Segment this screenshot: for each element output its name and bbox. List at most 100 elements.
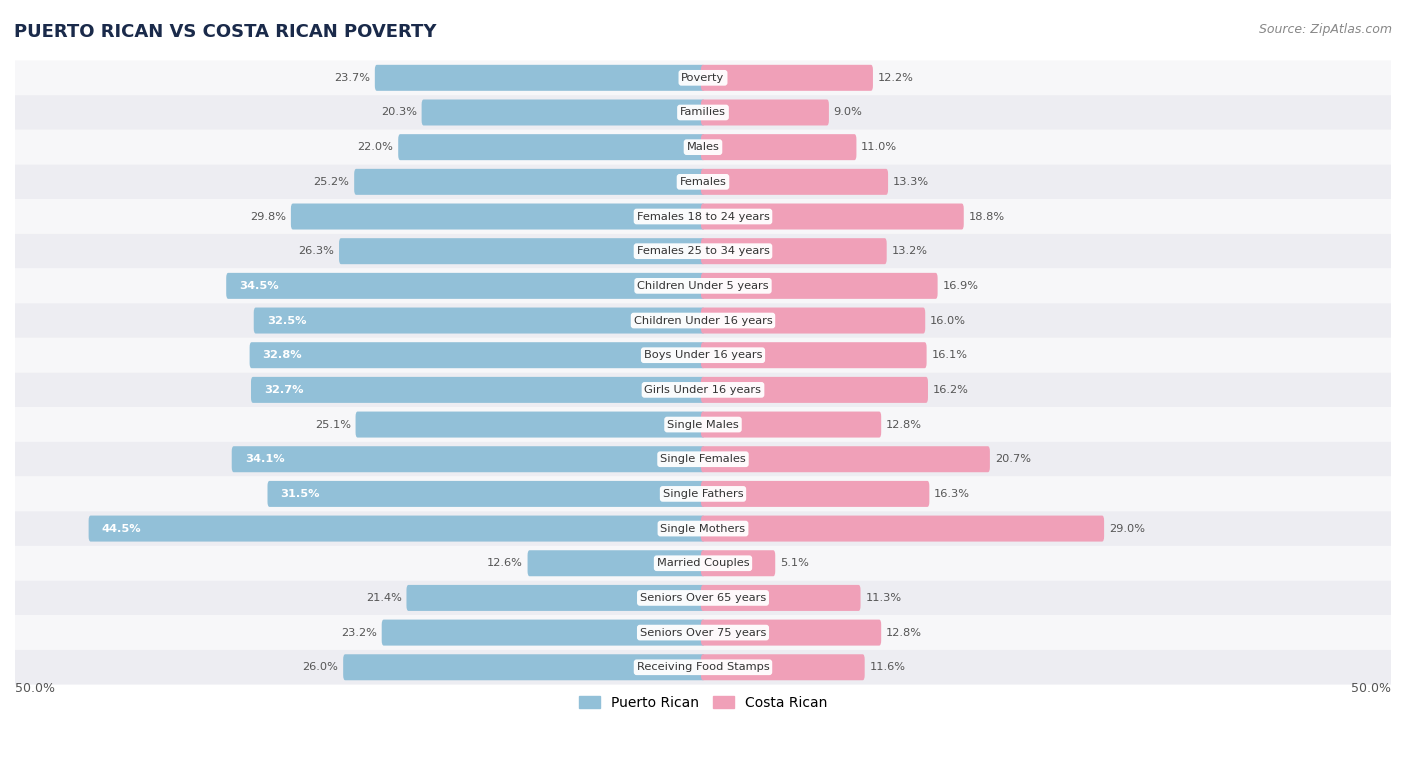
Text: 21.4%: 21.4% <box>366 593 402 603</box>
Text: 5.1%: 5.1% <box>780 558 808 568</box>
Text: Females 25 to 34 years: Females 25 to 34 years <box>637 246 769 256</box>
Text: Females 18 to 24 years: Females 18 to 24 years <box>637 211 769 221</box>
FancyBboxPatch shape <box>527 550 704 576</box>
FancyBboxPatch shape <box>15 96 1391 130</box>
Text: 11.6%: 11.6% <box>869 662 905 672</box>
Text: 34.1%: 34.1% <box>245 454 284 464</box>
Text: Males: Males <box>686 143 720 152</box>
Text: 50.0%: 50.0% <box>1351 682 1391 695</box>
Text: 29.8%: 29.8% <box>250 211 285 221</box>
FancyBboxPatch shape <box>343 654 704 680</box>
FancyBboxPatch shape <box>15 61 1391 96</box>
Text: 12.2%: 12.2% <box>877 73 914 83</box>
FancyBboxPatch shape <box>702 654 865 680</box>
Text: Children Under 5 years: Children Under 5 years <box>637 281 769 291</box>
FancyBboxPatch shape <box>89 515 704 541</box>
Text: 32.7%: 32.7% <box>264 385 304 395</box>
FancyBboxPatch shape <box>291 203 704 230</box>
FancyBboxPatch shape <box>702 515 1104 541</box>
FancyBboxPatch shape <box>232 446 704 472</box>
Text: 16.9%: 16.9% <box>942 281 979 291</box>
FancyBboxPatch shape <box>267 481 704 507</box>
Text: Married Couples: Married Couples <box>657 558 749 568</box>
Text: 16.0%: 16.0% <box>929 315 966 325</box>
Text: Seniors Over 65 years: Seniors Over 65 years <box>640 593 766 603</box>
FancyBboxPatch shape <box>406 585 704 611</box>
Text: Source: ZipAtlas.com: Source: ZipAtlas.com <box>1258 23 1392 36</box>
FancyBboxPatch shape <box>702 65 873 91</box>
FancyBboxPatch shape <box>702 308 925 334</box>
FancyBboxPatch shape <box>253 308 704 334</box>
FancyBboxPatch shape <box>422 99 704 126</box>
Text: 29.0%: 29.0% <box>1109 524 1144 534</box>
FancyBboxPatch shape <box>15 199 1391 234</box>
FancyBboxPatch shape <box>702 342 927 368</box>
FancyBboxPatch shape <box>702 377 928 403</box>
Text: Single Males: Single Males <box>666 419 740 430</box>
Text: 11.0%: 11.0% <box>862 143 897 152</box>
Text: 26.3%: 26.3% <box>298 246 335 256</box>
Text: 13.2%: 13.2% <box>891 246 928 256</box>
Text: 32.5%: 32.5% <box>267 315 307 325</box>
FancyBboxPatch shape <box>702 585 860 611</box>
Text: 25.2%: 25.2% <box>314 177 349 186</box>
FancyBboxPatch shape <box>15 546 1391 581</box>
Text: Children Under 16 years: Children Under 16 years <box>634 315 772 325</box>
Text: 34.5%: 34.5% <box>239 281 278 291</box>
FancyBboxPatch shape <box>375 65 704 91</box>
Text: Females: Females <box>679 177 727 186</box>
FancyBboxPatch shape <box>702 550 775 576</box>
Text: 16.1%: 16.1% <box>931 350 967 360</box>
FancyBboxPatch shape <box>15 407 1391 442</box>
FancyBboxPatch shape <box>15 477 1391 511</box>
Text: 9.0%: 9.0% <box>834 108 863 117</box>
FancyBboxPatch shape <box>702 169 889 195</box>
FancyBboxPatch shape <box>15 130 1391 164</box>
Text: 31.5%: 31.5% <box>281 489 321 499</box>
FancyBboxPatch shape <box>250 342 704 368</box>
FancyBboxPatch shape <box>381 619 704 646</box>
FancyBboxPatch shape <box>702 238 887 265</box>
Text: 50.0%: 50.0% <box>15 682 55 695</box>
FancyBboxPatch shape <box>702 619 882 646</box>
Text: 44.5%: 44.5% <box>101 524 142 534</box>
FancyBboxPatch shape <box>702 203 963 230</box>
Text: 20.7%: 20.7% <box>994 454 1031 464</box>
FancyBboxPatch shape <box>15 442 1391 477</box>
Text: 13.3%: 13.3% <box>893 177 929 186</box>
FancyBboxPatch shape <box>702 481 929 507</box>
Text: 20.3%: 20.3% <box>381 108 416 117</box>
FancyBboxPatch shape <box>702 273 938 299</box>
Text: 23.2%: 23.2% <box>342 628 377 637</box>
Text: Single Fathers: Single Fathers <box>662 489 744 499</box>
Legend: Puerto Rican, Costa Rican: Puerto Rican, Costa Rican <box>574 690 832 715</box>
Text: Seniors Over 75 years: Seniors Over 75 years <box>640 628 766 637</box>
Text: 12.8%: 12.8% <box>886 419 922 430</box>
FancyBboxPatch shape <box>15 268 1391 303</box>
FancyBboxPatch shape <box>702 99 830 126</box>
Text: 11.3%: 11.3% <box>865 593 901 603</box>
Text: 32.8%: 32.8% <box>263 350 302 360</box>
Text: Families: Families <box>681 108 725 117</box>
Text: 26.0%: 26.0% <box>302 662 339 672</box>
FancyBboxPatch shape <box>226 273 704 299</box>
Text: 12.6%: 12.6% <box>486 558 523 568</box>
Text: Poverty: Poverty <box>682 73 724 83</box>
Text: Receiving Food Stamps: Receiving Food Stamps <box>637 662 769 672</box>
Text: 25.1%: 25.1% <box>315 419 350 430</box>
Text: 18.8%: 18.8% <box>969 211 1005 221</box>
FancyBboxPatch shape <box>702 134 856 160</box>
FancyBboxPatch shape <box>15 338 1391 372</box>
FancyBboxPatch shape <box>15 164 1391 199</box>
FancyBboxPatch shape <box>702 446 990 472</box>
Text: 12.8%: 12.8% <box>886 628 922 637</box>
FancyBboxPatch shape <box>252 377 704 403</box>
FancyBboxPatch shape <box>702 412 882 437</box>
FancyBboxPatch shape <box>354 169 704 195</box>
FancyBboxPatch shape <box>15 511 1391 546</box>
FancyBboxPatch shape <box>398 134 704 160</box>
Text: 16.2%: 16.2% <box>932 385 969 395</box>
FancyBboxPatch shape <box>356 412 704 437</box>
FancyBboxPatch shape <box>15 372 1391 407</box>
FancyBboxPatch shape <box>15 650 1391 684</box>
